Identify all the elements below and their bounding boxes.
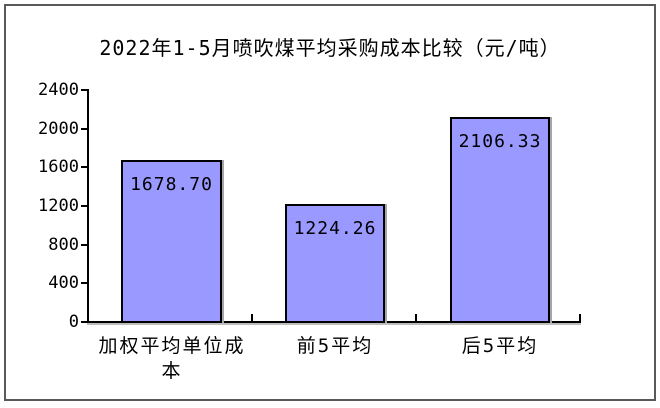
y-axis-tick-label: 1600 <box>38 157 79 177</box>
y-tick-400 <box>81 282 88 284</box>
y-tick-1600 <box>81 166 88 168</box>
y-axis-tick-label: 400 <box>48 273 79 293</box>
x-axis-label-first-5-average: 前5平均 <box>296 335 374 357</box>
y-tick-800 <box>81 244 88 246</box>
bar-weighted-average-unit-cost: 1678.70 <box>121 160 222 323</box>
chart-border-frame: 2022年1-5月喷吹煤平均采购成本比较（元/吨） 2400 2000 1600… <box>4 4 656 401</box>
y-axis-tick-label: 800 <box>48 235 79 255</box>
bar-value-label: 2106.33 <box>458 131 542 152</box>
bar-value-label: 1224.26 <box>293 218 377 239</box>
x-axis-label-weighted-average-unit-cost: 加权平均单位成本 <box>98 335 246 382</box>
x-tick-boundary-1 <box>251 314 253 321</box>
y-tick-0 <box>81 321 88 323</box>
x-tick-boundary-3 <box>579 314 581 321</box>
bar-last-5-average: 2106.33 <box>450 117 550 323</box>
y-tick-2400 <box>81 89 88 91</box>
y-axis-line <box>87 89 89 323</box>
x-axis-label-last-5-average: 后5平均 <box>461 335 539 357</box>
chart-title: 2022年1-5月喷吹煤平均采购成本比较（元/吨） <box>99 36 561 60</box>
y-axis-tick-label: 1200 <box>38 196 79 216</box>
y-tick-2000 <box>81 128 88 130</box>
bar-first-5-average: 1224.26 <box>285 204 385 323</box>
y-tick-1200 <box>81 205 88 207</box>
bar-value-label: 1678.70 <box>130 174 213 195</box>
y-axis-tick-label: 2400 <box>38 80 79 100</box>
y-axis-tick-label: 0 <box>68 312 79 332</box>
y-axis-tick-label: 2000 <box>38 119 79 139</box>
x-tick-boundary-2 <box>415 314 417 321</box>
